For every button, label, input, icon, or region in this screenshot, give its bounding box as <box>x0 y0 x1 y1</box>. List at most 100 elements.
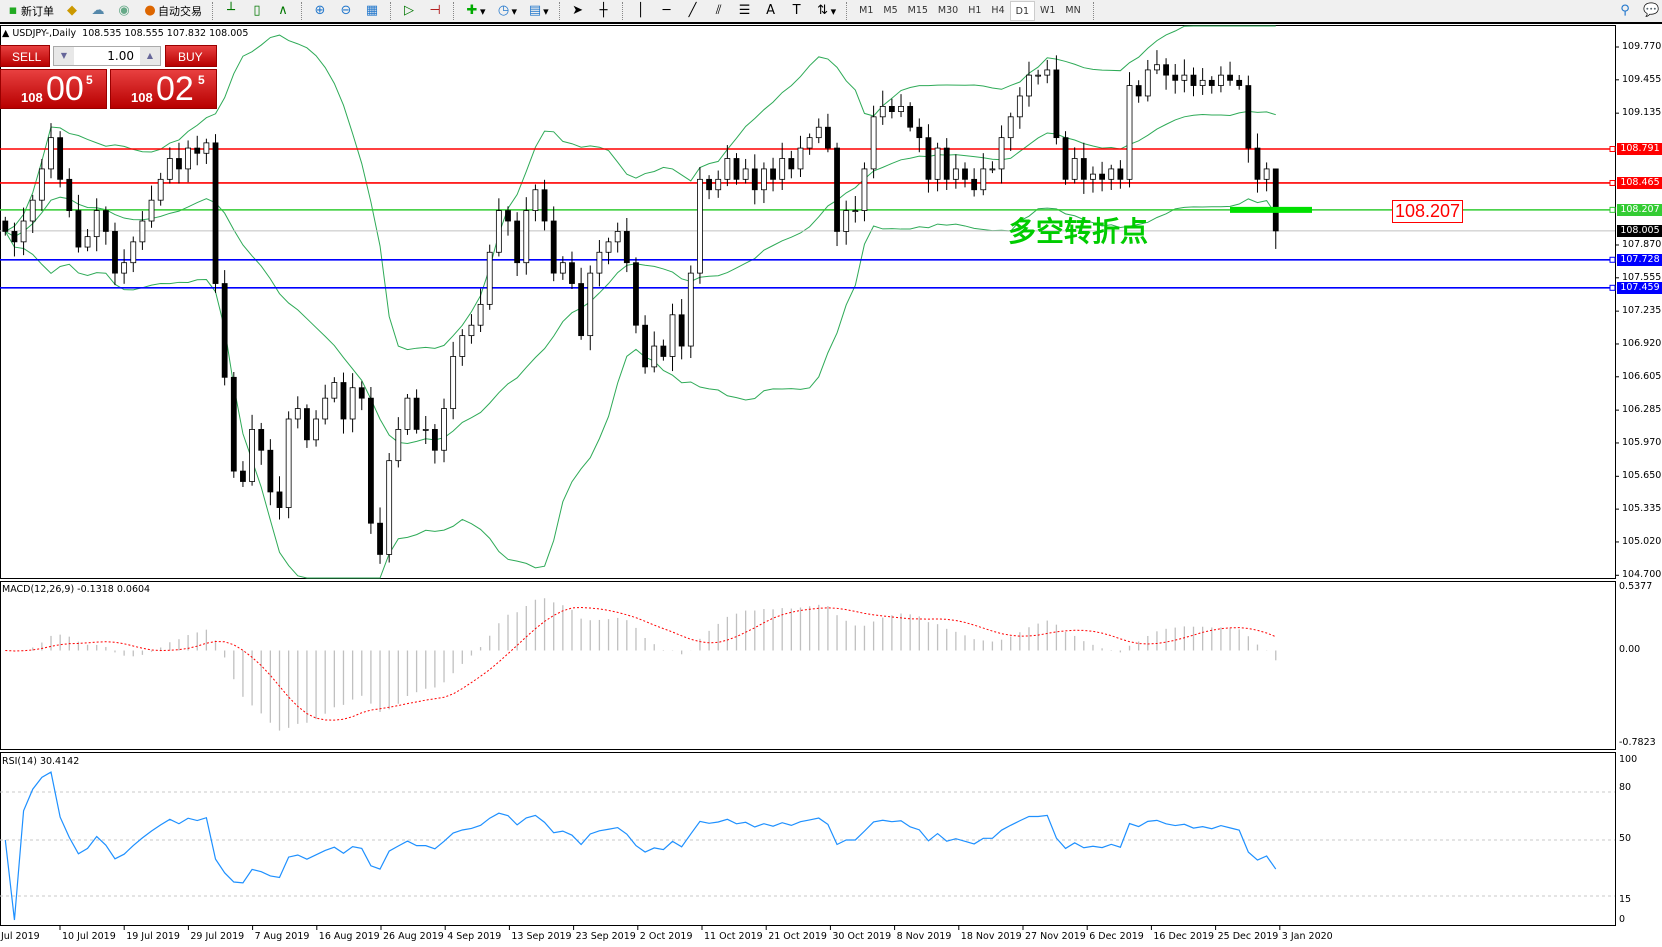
macd-axis-label: -0.7823 <box>1619 737 1656 748</box>
sell-button[interactable]: SELL <box>0 45 50 67</box>
zoom-out-icon: ⊖ <box>340 3 352 18</box>
candle-body <box>1071 158 1078 180</box>
auto-trading-icon: ● <box>144 3 156 18</box>
candle-body <box>1208 79 1215 86</box>
candle-body <box>477 303 484 326</box>
candle-body <box>1126 85 1133 180</box>
level-handle <box>1609 256 1616 263</box>
tile-windows-button[interactable]: ▦ <box>361 1 383 21</box>
indicators-button[interactable]: ✚ ▾ <box>461 1 489 21</box>
date-label: 23 Sep 2019 <box>575 931 636 942</box>
signals-icon: ◉ <box>118 3 130 18</box>
crosshair-button[interactable]: ┼ <box>593 1 615 21</box>
cursor-button[interactable]: ➤ <box>567 1 589 21</box>
navigator-button[interactable]: ☁ <box>87 1 109 21</box>
candle-body <box>989 168 996 171</box>
period-m1[interactable]: M1 <box>859 5 874 16</box>
candle-body <box>395 429 402 462</box>
zoom-out-button[interactable]: ⊖ <box>335 1 357 21</box>
candle-body <box>1272 168 1279 232</box>
candlestick-button[interactable]: ▯ <box>246 1 268 21</box>
equidistant-channel-button[interactable]: ⫽ <box>708 1 730 21</box>
trendline-button[interactable]: ╱ <box>682 1 704 21</box>
candle-body <box>797 147 804 170</box>
candle-body <box>75 210 82 248</box>
text-label-button[interactable]: T <box>786 1 808 21</box>
period-mn[interactable]: MN <box>1065 5 1081 16</box>
buy-price-pips: 02 <box>156 70 194 108</box>
zoom-in-button[interactable]: ⊕ <box>309 1 331 21</box>
date-label: 6 Dec 2019 <box>1089 931 1144 942</box>
bar-chart-button[interactable]: ┴ <box>220 1 242 21</box>
period-d1[interactable]: D1 <box>1009 1 1035 21</box>
signals-button[interactable]: ◉ <box>113 1 135 21</box>
indicators-icon: ✚ <box>466 3 478 18</box>
candle-body <box>276 491 283 508</box>
vertical-line-button[interactable]: │ <box>630 1 652 21</box>
chat-button[interactable]: 💬 <box>1640 1 1662 21</box>
toolbar-separator <box>212 2 213 20</box>
candle-body <box>971 178 978 191</box>
auto-trading-label: 自动交易 <box>158 5 202 18</box>
candle-body <box>1199 79 1206 86</box>
period-m5[interactable]: M5 <box>883 5 898 16</box>
rsi-axis-label: 100 <box>1619 754 1638 765</box>
auto-trading-button[interactable]: ● 自动交易 <box>139 1 205 21</box>
chart-shift-button[interactable]: ⊣ <box>424 1 446 21</box>
volume-decrease-icon[interactable]: ▼ <box>54 47 74 65</box>
sell-price[interactable]: 108 00 5 <box>0 69 107 109</box>
period-h4[interactable]: H4 <box>991 5 1005 16</box>
navigator-icon: ☁ <box>91 3 105 18</box>
periods-button[interactable]: ◷ ▾ <box>493 1 521 21</box>
buy-price[interactable]: 108 02 5 <box>110 69 217 109</box>
volume-field[interactable]: ▼ 1.00 ▲ <box>53 46 161 66</box>
date-label: 16 Dec 2019 <box>1153 931 1215 942</box>
fibonacci-button[interactable]: ☰ <box>734 1 756 21</box>
new-order-button[interactable]: ▪ 新订单 <box>2 1 57 21</box>
search-button[interactable]: ⚲ <box>1614 1 1636 21</box>
horizontal-line-button[interactable]: ─ <box>656 1 678 21</box>
candle-body <box>230 376 237 472</box>
line-chart-button[interactable]: ∧ <box>272 1 294 21</box>
market-watch-button[interactable]: ◆ <box>61 1 83 21</box>
candle-body <box>605 241 612 253</box>
candle-body <box>285 418 292 508</box>
candle-body <box>687 272 694 347</box>
candle-body <box>450 356 457 409</box>
templates-button[interactable]: ▤ ▾ <box>528 3 549 18</box>
level-price-tag: 108.005 <box>1617 224 1662 237</box>
date-label: 26 Aug 2019 <box>383 931 444 942</box>
level-price-tag: 108.791 <box>1617 143 1662 155</box>
candle-body <box>1135 85 1142 97</box>
candle-body <box>1035 74 1042 77</box>
period-m15[interactable]: M15 <box>907 5 928 16</box>
volume-increase-icon[interactable]: ▲ <box>140 47 160 65</box>
candle-body <box>523 210 530 264</box>
candle-body <box>1144 69 1151 97</box>
date-label: 10 Jul 2019 <box>62 931 116 942</box>
candle-body <box>121 262 128 274</box>
period-w1[interactable]: W1 <box>1039 5 1056 16</box>
text-button[interactable]: A <box>760 1 782 21</box>
candle-body <box>29 199 36 222</box>
autoscroll-icon: ▷ <box>404 3 414 18</box>
period-m30[interactable]: M30 <box>937 5 959 16</box>
candle-body <box>1062 137 1069 180</box>
autoscroll-button[interactable]: ▷ <box>398 1 420 21</box>
price-tick-label: 106.605 <box>1622 370 1662 382</box>
arrows-button[interactable]: ⇅ ▾ <box>812 1 840 21</box>
horizontal-line-icon: ─ <box>662 3 671 18</box>
buy-label: BUY <box>178 50 203 64</box>
fibonacci-icon: ☰ <box>738 3 751 18</box>
price-tick-label: 105.650 <box>1622 470 1662 482</box>
sell-label: SELL <box>12 50 42 64</box>
buy-button[interactable]: BUY <box>165 45 217 67</box>
toolbar-separator <box>558 2 560 20</box>
candle-body <box>751 168 758 191</box>
tile-windows-icon: ▦ <box>365 3 379 18</box>
date-label: 4 Sep 2019 <box>447 931 502 942</box>
candle-body <box>651 345 658 368</box>
candle-body <box>879 105 886 118</box>
period-h1[interactable]: H1 <box>968 5 982 16</box>
